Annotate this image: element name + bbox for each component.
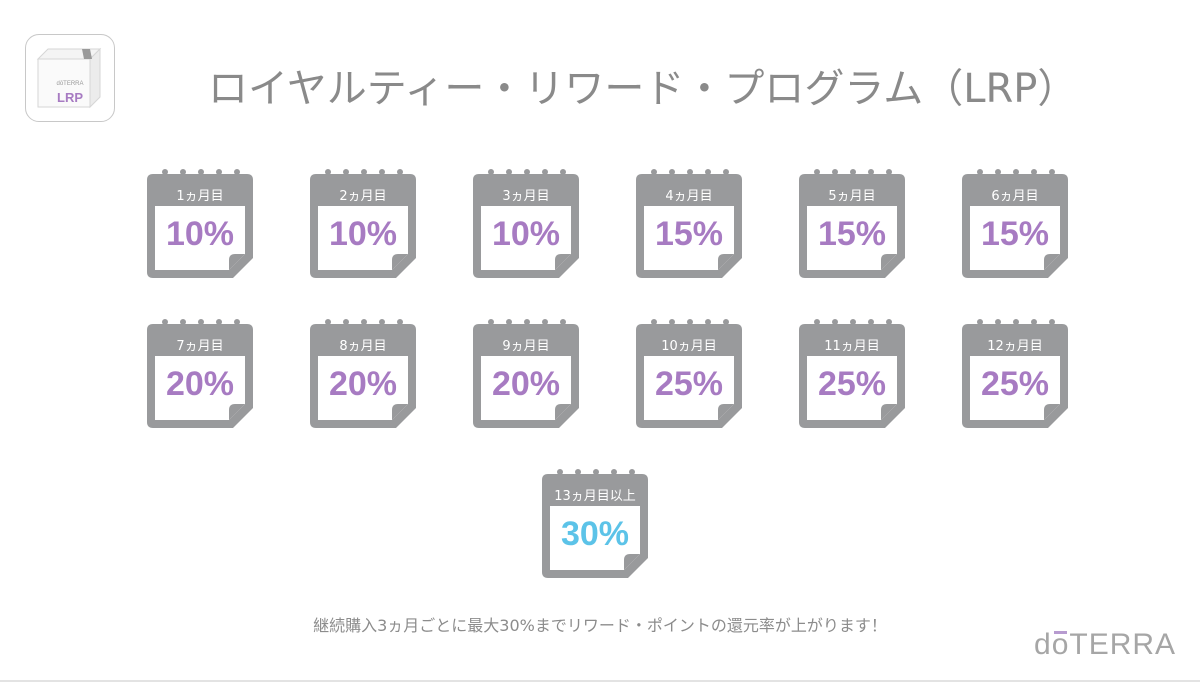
brand-d: d (1034, 628, 1052, 661)
calendar-icon (310, 319, 416, 428)
calendar-icon (147, 169, 253, 278)
reward-percentage: 20% (165, 365, 235, 403)
reward-percentage: 10% (165, 215, 235, 253)
month-label: 3ヵ月目 (502, 189, 550, 204)
brand-o: o (1051, 628, 1070, 661)
doterra-logo: doTERRA (1034, 628, 1176, 662)
calendar-icon (542, 469, 648, 578)
reward-percentage: 15% (817, 215, 887, 253)
reward-percentage: 25% (980, 365, 1050, 403)
calendar-icon (799, 169, 905, 278)
month-label: 8ヵ月目 (339, 339, 387, 354)
logo-brand: dōTERRA (56, 81, 84, 87)
month-label: 5ヵ月目 (828, 189, 876, 204)
month-label: 10ヵ月目 (661, 339, 717, 354)
calendar-month-11: 11ヵ月目 25% (797, 318, 907, 430)
calendar-month-13: 13ヵ月目以上 30% (540, 468, 650, 580)
month-label: 12ヵ月目 (987, 339, 1043, 354)
brand-rest: TERRA (1069, 628, 1177, 661)
calendar-month-8: 8ヵ月目 20% (308, 318, 418, 430)
month-label: 11ヵ月目 (824, 339, 880, 354)
month-label: 13ヵ月目以上 (554, 489, 636, 504)
calendar-icon (473, 319, 579, 428)
calendar-icon (147, 319, 253, 428)
calendar-month-7: 7ヵ月目 20% (145, 318, 255, 430)
reward-percentage: 15% (654, 215, 724, 253)
reward-percentage: 15% (980, 215, 1050, 253)
calendar-month-5: 5ヵ月目 15% (797, 168, 907, 280)
month-label: 1ヵ月目 (176, 189, 224, 204)
calendar-month-3: 3ヵ月目 10% (471, 168, 581, 280)
calendar-icon (636, 169, 742, 278)
month-label: 9ヵ月目 (502, 339, 550, 354)
bottom-divider (0, 680, 1200, 682)
calendar-icon (473, 169, 579, 278)
reward-percentage: 10% (328, 215, 398, 253)
month-label: 2ヵ月目 (339, 189, 387, 204)
reward-percentage: 10% (491, 215, 561, 253)
reward-percentage: 25% (654, 365, 724, 403)
page-title: ロイヤルティー・リワード・プログラム（LRP） (208, 66, 1078, 112)
calendar-icon (962, 319, 1068, 428)
logo-label: LRP (57, 90, 83, 105)
calendar-month-10: 10ヵ月目 25% (634, 318, 744, 430)
calendar-month-2: 2ヵ月目 10% (308, 168, 418, 280)
month-label: 7ヵ月目 (176, 339, 224, 354)
reward-percentage: 20% (328, 365, 398, 403)
calendar-month-12: 12ヵ月目 25% (960, 318, 1070, 430)
caption: 継続購入3ヵ月ごとに最大30%までリワード・ポイントの還元率が上がります！ (313, 616, 887, 635)
calendar-month-1: 1ヵ月目 10% (145, 168, 255, 280)
calendar-month-4: 4ヵ月目 15% (634, 168, 744, 280)
calendar-month-6: 6ヵ月目 15% (960, 168, 1070, 280)
calendar-icon (636, 319, 742, 428)
logo-box: dōTERRA LRP (25, 34, 115, 122)
calendar-icon (799, 319, 905, 428)
month-label: 4ヵ月目 (665, 189, 713, 204)
reward-percentage: 30% (560, 515, 630, 553)
reward-percentage: 25% (817, 365, 887, 403)
calendar-month-9: 9ヵ月目 20% (471, 318, 581, 430)
month-label: 6ヵ月目 (991, 189, 1039, 204)
reward-percentage: 20% (491, 365, 561, 403)
box-icon (36, 47, 102, 109)
calendar-icon (962, 169, 1068, 278)
calendar-icon (310, 169, 416, 278)
